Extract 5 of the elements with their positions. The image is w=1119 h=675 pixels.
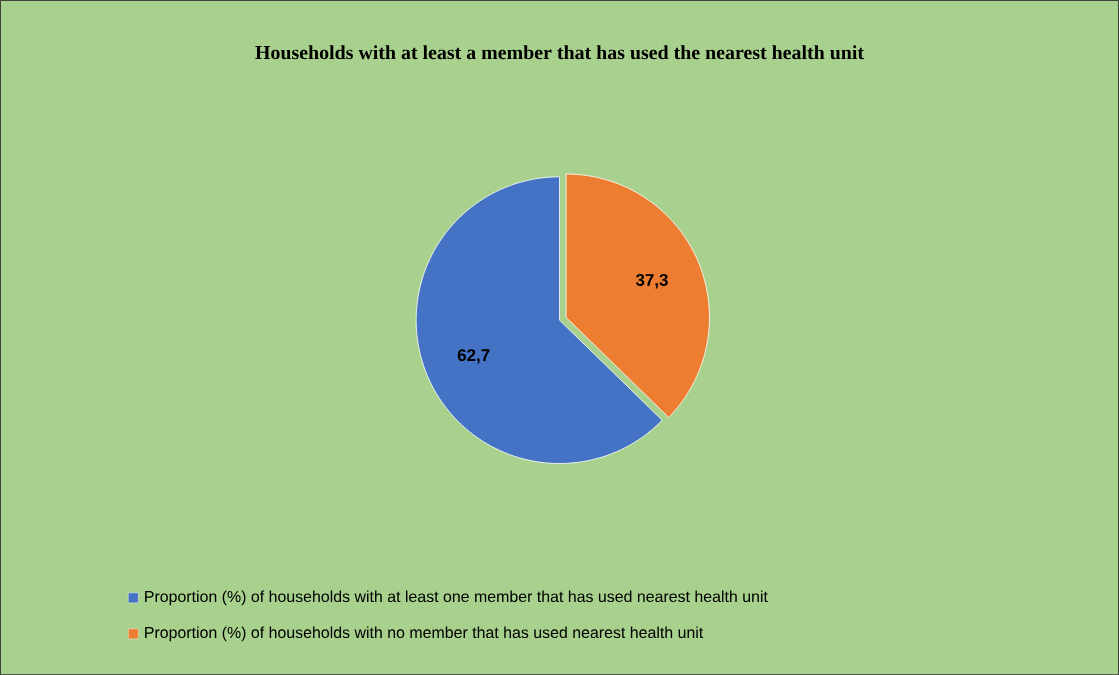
chart-title: Households with at least a member that has used the nearest health unit: [255, 45, 864, 60]
data-label: 62,7: [457, 349, 490, 364]
data-label: 37,3: [635, 273, 668, 289]
legend-label: Proportion (%) of households with at least one member that has used nearest health unit: [145, 590, 768, 606]
legend-label: Proportion (%) of households with no member that has used nearest health unit: [145, 626, 704, 642]
